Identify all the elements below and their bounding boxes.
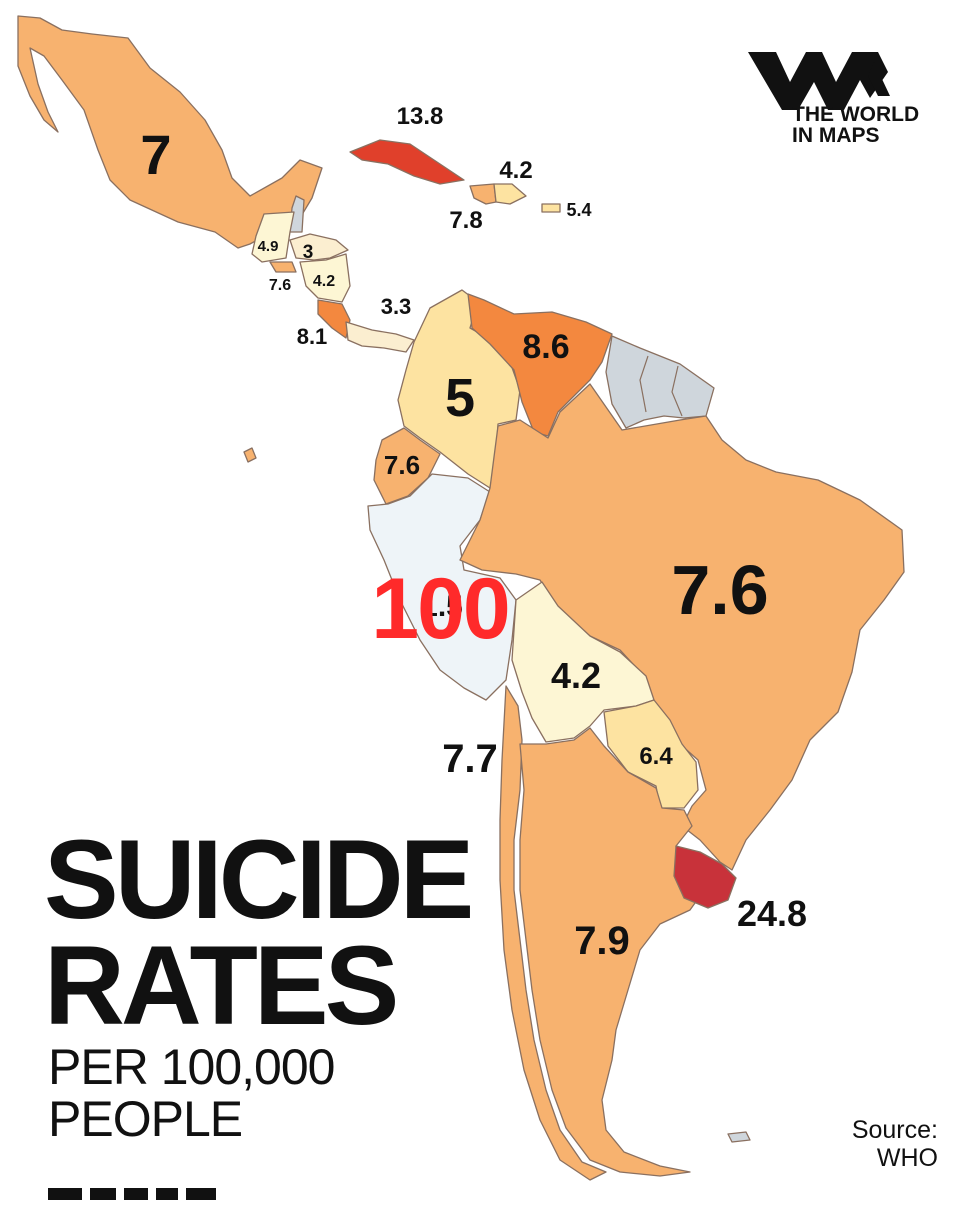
- rate-label-colombia: 5: [445, 368, 475, 428]
- region-belize: [289, 195, 305, 233]
- region-guatemala: [251, 211, 295, 263]
- title-line-1: SUICIDE: [44, 817, 474, 942]
- rate-label-cuba: 13.8: [397, 103, 444, 130]
- source-label: Source:: [851, 1116, 938, 1144]
- source-name: WHO: [876, 1144, 938, 1172]
- rate-label-venezuela: 8.6: [522, 328, 569, 366]
- rate-label-nicaragua: 4.2: [313, 273, 335, 290]
- rate-label-costa-rica: 8.1: [297, 324, 328, 349]
- rate-label-haiti: 7.8: [449, 207, 482, 234]
- rate-label-guatemala: 4.9: [258, 238, 279, 255]
- subtitle-line-1: PER 100,000: [48, 1039, 335, 1095]
- region-honduras: [289, 233, 349, 261]
- world-in-maps-logo-icon: [748, 52, 890, 110]
- rate-label-puerto-rico: 5.4: [566, 200, 591, 220]
- region-bolivia: [511, 581, 655, 743]
- rate-label-argentina: 7.9: [574, 919, 630, 963]
- logo-line-2: IN MAPS: [792, 124, 880, 147]
- subtitle-line-2: PEOPLE: [48, 1091, 243, 1147]
- rate-label-chile: 7.7: [442, 737, 498, 781]
- guiana-border-1: [639, 355, 649, 413]
- rate-label-honduras: 3: [303, 242, 314, 263]
- region-falklands: [727, 1131, 751, 1143]
- title-line-2: RATES: [44, 923, 399, 1048]
- region-haiti: [469, 183, 497, 205]
- region-venezuela: [467, 293, 613, 437]
- region-argentina: [519, 727, 701, 1177]
- rate-label-dominican-republic: 4.2: [499, 157, 532, 184]
- rate-label-mexico: 7: [140, 123, 171, 186]
- rate-label-bolivia: 4.2: [551, 655, 601, 696]
- cropped-text-strip: [48, 1188, 238, 1200]
- region-guianas: [605, 335, 715, 429]
- overlay-number: 100: [371, 561, 509, 657]
- rate-label-ecuador: 7.6: [384, 450, 420, 480]
- region-galapagos: [243, 447, 257, 463]
- region-nicaragua: [299, 253, 351, 303]
- region-dominican-republic: [493, 183, 527, 205]
- region-chile: [499, 685, 607, 1181]
- guiana-border-2: [671, 365, 683, 417]
- logo-text: THE WORLD IN MAPS: [792, 104, 919, 146]
- region-ecuador: [373, 427, 441, 505]
- region-puerto-rico: [541, 203, 561, 213]
- logo-line-1: THE WORLD: [792, 103, 920, 126]
- rate-label-panama: 3.3: [381, 294, 412, 319]
- rate-label-brazil: 7.6: [671, 551, 768, 629]
- source-credit: Source: WHO: [852, 1116, 938, 1172]
- region-panama: [345, 321, 415, 353]
- rate-label-paraguay: 6.4: [639, 743, 673, 770]
- rate-label-el-salvador: 7.6: [269, 277, 291, 294]
- region-cuba: [349, 139, 465, 185]
- region-uruguay: [673, 845, 737, 909]
- region-el-salvador: [269, 261, 297, 273]
- rate-label-peru: 1.5: [421, 590, 463, 623]
- region-costa-rica: [317, 299, 351, 339]
- rate-label-uruguay: 24.8: [737, 893, 807, 934]
